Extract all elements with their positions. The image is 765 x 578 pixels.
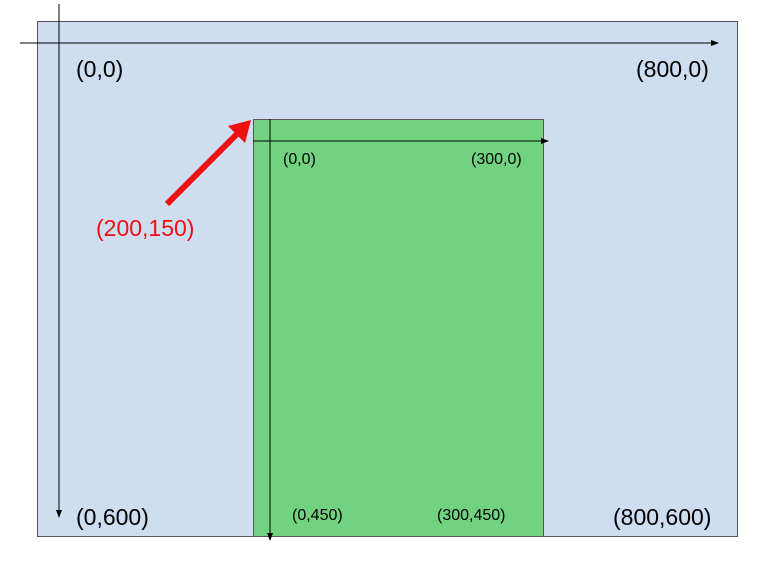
inner-bottom-right-label: (300,450): [437, 507, 506, 524]
outer-top-left-label: (0,0): [76, 56, 124, 82]
outer-bottom-left-label: (0,600): [76, 504, 149, 530]
inner-bottom-left-label: (0,450): [292, 507, 343, 524]
outer-bottom-right-label: (800,600): [613, 504, 712, 530]
inner-coordinate-frame: [253, 119, 544, 537]
outer-top-right-label: (800,0): [636, 56, 709, 82]
offset-arrow: [164, 120, 251, 207]
inner-top-left-label: (0,0): [283, 151, 316, 168]
offset-label: (200,150): [96, 215, 195, 241]
inner-top-right-label: (300,0): [471, 151, 522, 168]
